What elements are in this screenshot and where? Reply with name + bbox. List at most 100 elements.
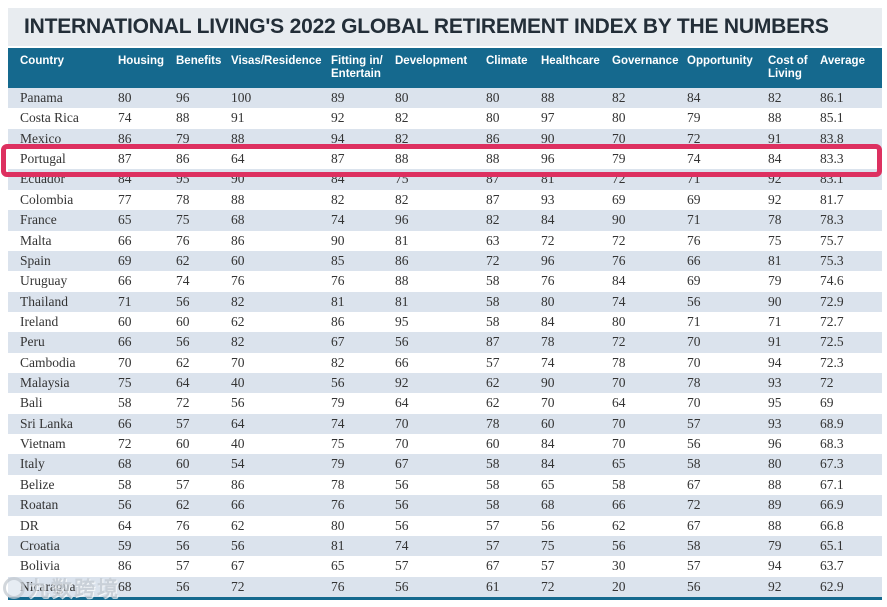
value-cell: 82 bbox=[231, 293, 245, 309]
value-cell: 84 bbox=[612, 273, 626, 289]
value-cell: 57 bbox=[176, 476, 190, 492]
table-row-thailand: Thailand 71 56 82 81 81 58 80 74 56 90 72.9 bbox=[8, 291, 882, 312]
value-cell: 72 bbox=[231, 578, 245, 594]
value-cell: 56 bbox=[118, 497, 132, 513]
value-cell: 62 bbox=[612, 517, 626, 533]
value-cell: 86 bbox=[231, 476, 245, 492]
value-cell: 66 bbox=[118, 273, 132, 289]
value-cell: 71 bbox=[687, 171, 701, 187]
value-cell: 76 bbox=[231, 273, 245, 289]
value-cell: 61 bbox=[486, 578, 500, 594]
value-cell: 96 bbox=[176, 90, 190, 105]
value-cell: 84 bbox=[687, 90, 701, 105]
value-cell: 56 bbox=[395, 517, 409, 533]
value-cell: 74 bbox=[176, 273, 190, 289]
value-cell: 68 bbox=[118, 578, 132, 594]
country-cell: Colombia bbox=[20, 191, 74, 207]
value-cell: 56 bbox=[687, 436, 701, 452]
value-cell: 77 bbox=[118, 191, 132, 207]
value-cell: 88 bbox=[231, 191, 245, 207]
country-cell: Peru bbox=[20, 334, 45, 350]
value-cell: 56 bbox=[395, 476, 409, 492]
value-cell: 90 bbox=[541, 375, 555, 391]
value-cell: 76 bbox=[176, 232, 190, 248]
value-cell: 82 bbox=[612, 90, 626, 105]
column-header-average: Average bbox=[820, 55, 865, 67]
country-cell: Belize bbox=[20, 476, 55, 492]
value-cell: 89 bbox=[331, 90, 345, 105]
value-cell: 76 bbox=[331, 497, 345, 513]
value-cell: 71 bbox=[118, 293, 132, 309]
value-cell: 82 bbox=[395, 110, 409, 126]
column-header-governance: Governance bbox=[612, 55, 679, 67]
value-cell: 66 bbox=[118, 232, 132, 248]
value-cell: 66 bbox=[612, 497, 626, 513]
value-cell: 76 bbox=[176, 517, 190, 533]
value-cell: 64 bbox=[231, 151, 245, 167]
column-header-healthcare: Healthcare bbox=[541, 55, 600, 67]
value-cell: 86 bbox=[486, 130, 500, 146]
value-cell: 72.3 bbox=[820, 354, 844, 370]
value-cell: 88 bbox=[486, 151, 500, 167]
value-cell: 75 bbox=[768, 232, 782, 248]
value-cell: 82 bbox=[395, 191, 409, 207]
value-cell: 62 bbox=[486, 395, 500, 411]
country-cell: Ecuador bbox=[20, 171, 65, 187]
country-cell: France bbox=[20, 212, 57, 228]
value-cell: 57 bbox=[687, 558, 701, 574]
value-cell: 68 bbox=[118, 456, 132, 472]
value-cell: 74 bbox=[395, 537, 409, 553]
value-cell: 58 bbox=[486, 293, 500, 309]
table-row-bali: Bali 58 72 56 79 64 62 70 64 70 95 69 bbox=[8, 393, 882, 414]
value-cell: 93 bbox=[768, 375, 782, 391]
country-cell: Croatia bbox=[20, 537, 60, 553]
table-row-belize: Belize 58 57 86 78 56 58 65 58 67 88 67.1 bbox=[8, 474, 882, 496]
value-cell: 69 bbox=[687, 191, 701, 207]
value-cell: 58 bbox=[486, 497, 500, 513]
country-cell: Bali bbox=[20, 395, 43, 411]
value-cell: 86 bbox=[395, 252, 409, 268]
value-cell: 56 bbox=[395, 578, 409, 594]
value-cell: 84 bbox=[541, 436, 555, 452]
value-cell: 74 bbox=[612, 293, 626, 309]
value-cell: 96 bbox=[541, 151, 555, 167]
table-row-uruguay: Uruguay 66 74 76 76 88 58 76 84 69 79 74.6 bbox=[8, 271, 882, 292]
value-cell: 67.3 bbox=[820, 456, 844, 472]
value-cell: 81.7 bbox=[820, 191, 844, 207]
value-cell: 70 bbox=[541, 395, 555, 411]
value-cell: 79 bbox=[331, 456, 345, 472]
value-cell: 93 bbox=[768, 415, 782, 431]
value-cell: 71 bbox=[768, 313, 782, 329]
value-cell: 92 bbox=[395, 375, 409, 391]
value-cell: 70 bbox=[231, 354, 245, 370]
value-cell: 70 bbox=[687, 354, 701, 370]
column-header-development: Development bbox=[395, 55, 468, 67]
value-cell: 60 bbox=[176, 313, 190, 329]
value-cell: 54 bbox=[231, 456, 245, 472]
table-row-croatia: Croatia 59 56 56 81 74 57 75 56 58 79 65.1 bbox=[8, 535, 882, 557]
value-cell: 91 bbox=[768, 334, 782, 350]
value-cell: 86 bbox=[176, 151, 190, 167]
value-cell: 64 bbox=[176, 375, 190, 391]
value-cell: 84 bbox=[541, 456, 555, 472]
value-cell: 58 bbox=[687, 456, 701, 472]
table-row-portugal: Portugal 87 86 64 87 88 88 96 79 74 84 83.3 bbox=[8, 149, 882, 170]
value-cell: 57 bbox=[486, 517, 500, 533]
value-cell: 89 bbox=[768, 497, 782, 513]
value-cell: 84 bbox=[541, 313, 555, 329]
table-row-spain: Spain 69 62 60 85 86 72 96 76 66 81 75.3 bbox=[8, 250, 882, 272]
value-cell: 75 bbox=[541, 537, 555, 553]
title-bar: INTERNATIONAL LIVING'S 2022 GLOBAL RETIR… bbox=[8, 8, 882, 46]
value-cell: 67 bbox=[395, 456, 409, 472]
value-cell: 56 bbox=[231, 395, 245, 411]
column-header-cost-of-living: Cost of Living bbox=[768, 55, 808, 80]
value-cell: 92 bbox=[768, 578, 782, 594]
value-cell: 75 bbox=[118, 375, 132, 391]
value-cell: 70 bbox=[395, 415, 409, 431]
column-header-visas-residence: Visas/Residence bbox=[231, 55, 322, 67]
value-cell: 72.5 bbox=[820, 334, 844, 350]
value-cell: 65 bbox=[612, 456, 626, 472]
value-cell: 90 bbox=[541, 130, 555, 146]
value-cell: 58 bbox=[486, 456, 500, 472]
value-cell: 95 bbox=[768, 395, 782, 411]
